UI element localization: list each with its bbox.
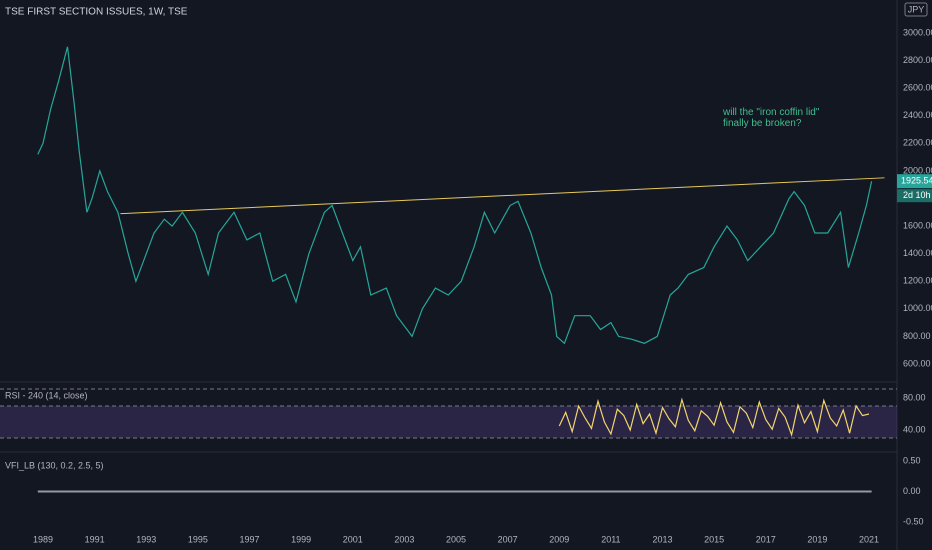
x-tick-label: 2015 xyxy=(704,534,724,544)
rsi-band xyxy=(0,406,897,438)
x-tick-label: 2005 xyxy=(446,534,466,544)
y-tick-label: 600.00 xyxy=(903,358,931,368)
x-tick-label: 2011 xyxy=(601,534,620,544)
x-tick-label: 1999 xyxy=(291,534,311,544)
x-tick-label: 2017 xyxy=(756,534,776,544)
series-line xyxy=(37,46,873,345)
series-line xyxy=(558,397,870,437)
y-tick-label: 0.00 xyxy=(903,486,921,496)
currency: JPY xyxy=(908,4,925,14)
x-tick-label: 1991 xyxy=(85,534,105,544)
y-tick-label: 1600.00 xyxy=(903,220,932,230)
indicator-title: RSI - 240 (14, close) xyxy=(5,390,88,400)
y-tick-label: 80.00 xyxy=(903,392,926,402)
y-tick-label: 40.00 xyxy=(903,424,926,434)
trendline xyxy=(120,177,885,215)
last-price: 1925.54 xyxy=(901,176,932,186)
x-tick-label: 2019 xyxy=(807,534,827,544)
x-tick-label: 2001 xyxy=(343,534,363,544)
x-tick-label: 1989 xyxy=(33,534,53,544)
y-tick-label: 3000.00 xyxy=(903,27,932,37)
y-tick-label: -0.50 xyxy=(903,516,924,526)
y-tick-label: 2000.00 xyxy=(903,165,932,175)
y-tick-label: 2400.00 xyxy=(903,110,932,120)
indicator-title: VFI_LB (130, 0.2, 2.5, 5) xyxy=(5,460,104,470)
countdown: 2d 10h xyxy=(903,190,931,200)
price-box xyxy=(897,174,932,189)
annotation: will the "iron coffin lid" finally be bro… xyxy=(722,107,820,129)
x-tick-label: 2009 xyxy=(549,534,569,544)
currency-box xyxy=(904,2,928,17)
x-tick-label: 1997 xyxy=(239,534,259,544)
x-tick-label: 2007 xyxy=(498,534,518,544)
y-tick-label: 2600.00 xyxy=(903,83,932,93)
y-tick-label: 1400.00 xyxy=(903,248,932,258)
y-tick-label: 800.00 xyxy=(903,331,931,341)
x-tick-label: 2003 xyxy=(394,534,414,544)
y-tick-label: 1000.00 xyxy=(903,303,932,313)
y-tick-label: 0.50 xyxy=(903,455,921,465)
y-tick-label: 2800.00 xyxy=(903,55,932,65)
x-tick-label: 2013 xyxy=(652,534,672,544)
x-tick-label: 1995 xyxy=(188,534,208,544)
countdown-box xyxy=(897,189,932,203)
x-tick-label: 1993 xyxy=(136,534,156,544)
y-tick-label: 2200.00 xyxy=(903,138,932,148)
chart-title: TSE FIRST SECTION ISSUES, 1W, TSE xyxy=(5,7,188,18)
y-tick-label: 1200.00 xyxy=(903,276,932,286)
x-tick-label: 2021 xyxy=(859,534,879,544)
